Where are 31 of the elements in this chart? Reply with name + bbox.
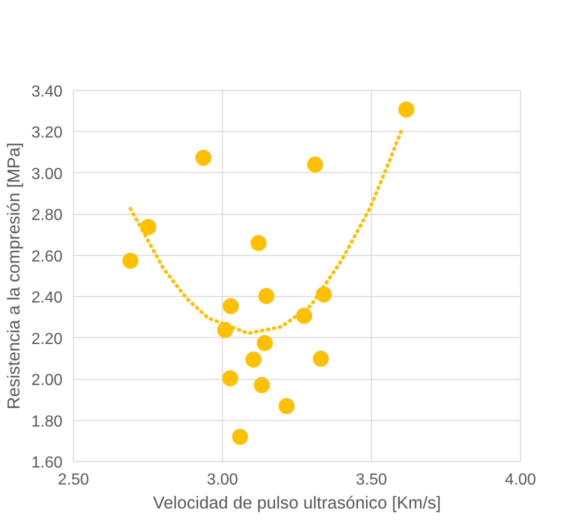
point bbox=[254, 377, 270, 394]
y-tick-label: 3.00 bbox=[31, 166, 63, 183]
point bbox=[122, 252, 138, 269]
x-tick-label: 3.50 bbox=[356, 472, 388, 488]
y-tick-label: 2.40 bbox=[31, 290, 63, 307]
y-tick-label: 3.40 bbox=[31, 84, 63, 100]
x-tick-label: 2.50 bbox=[58, 472, 90, 488]
y-axis-title: Resistencia a la compresión [MPa] bbox=[3, 142, 24, 410]
point bbox=[398, 101, 414, 118]
point bbox=[195, 150, 212, 166]
point bbox=[222, 370, 238, 386]
point bbox=[278, 398, 295, 414]
point bbox=[222, 298, 239, 314]
y-tick-label: 1.80 bbox=[31, 413, 63, 430]
y-tick-label: 2.00 bbox=[31, 372, 63, 390]
point bbox=[250, 235, 267, 252]
y-tick-label: 2.80 bbox=[31, 207, 63, 224]
point bbox=[232, 428, 248, 445]
x-tick-label: 3.00 bbox=[206, 472, 238, 488]
point bbox=[245, 351, 262, 368]
y-tick-label: 3.20 bbox=[31, 124, 63, 142]
y-tick-label: 2.60 bbox=[31, 248, 63, 266]
point bbox=[312, 350, 329, 367]
x-axis-title: Velocidad de pulso ultrasónico [Km/s] bbox=[153, 492, 442, 512]
point bbox=[140, 218, 156, 235]
point bbox=[256, 335, 273, 351]
y-tick-label: 1.60 bbox=[31, 454, 63, 472]
x-tick-label: 4.00 bbox=[504, 472, 536, 488]
point bbox=[307, 156, 324, 172]
y-tick-label: 2.20 bbox=[31, 330, 63, 348]
point bbox=[258, 288, 274, 304]
